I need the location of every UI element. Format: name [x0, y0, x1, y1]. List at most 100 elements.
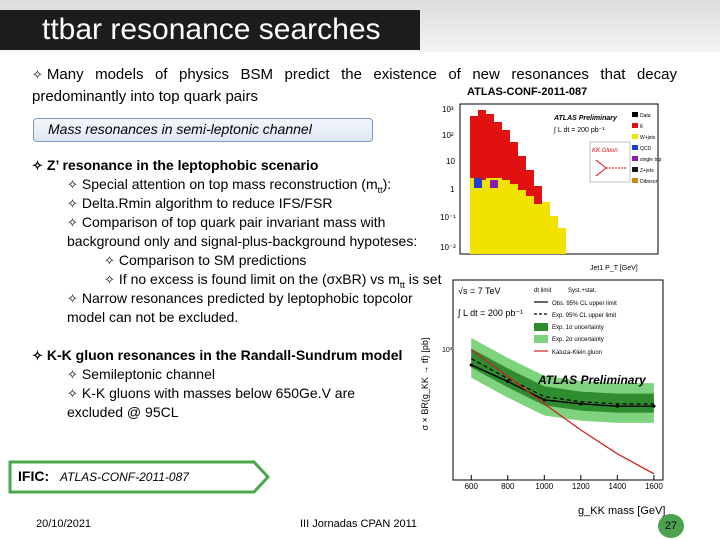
- legend-item: QCD: [640, 146, 652, 152]
- star-bullet-icon: ✧: [67, 386, 78, 401]
- observed-point: [506, 379, 510, 384]
- hist-bin: [542, 202, 550, 254]
- limit-lumi-label: ∫ L dt = 200 pb⁻¹: [457, 308, 523, 318]
- hist-bin-ttbar: [478, 110, 486, 180]
- hist-bin-ttbar: [470, 116, 478, 178]
- hist-bin: [526, 170, 534, 254]
- footer-date: 20/10/2021: [36, 518, 92, 530]
- legend-item: Obs. 95% CL upper limit: [552, 301, 617, 307]
- section-box-label: Mass resonances in semi-leptonic channel: [48, 121, 312, 137]
- legend-swatch-diboson: [632, 178, 638, 183]
- hist-bin-ttbar: [526, 170, 534, 196]
- hist-bin-qcd: [474, 178, 482, 188]
- section-box: Mass resonances in semi-leptonic channel: [33, 118, 373, 142]
- star-bullet-icon: ✧: [32, 348, 43, 363]
- zprime-item-text: Narrow resonances predicted by leptophob…: [67, 290, 413, 325]
- theory-line: [470, 349, 655, 475]
- star-bullet-icon: ✧: [67, 367, 78, 382]
- kk-item-text: Semileptonic channel: [81, 366, 215, 382]
- legend-item: Exp. 2σ uncertainty: [552, 337, 604, 343]
- star-bullet-icon: ✧: [32, 67, 43, 82]
- observed-point: [652, 404, 656, 408]
- kk-gluon-diagram: KK Gluon: [589, 141, 631, 183]
- x-tick-label: 1600: [645, 482, 663, 490]
- x-tick-label: 600: [465, 482, 479, 490]
- intro-text: ✧ Many models of physics BSM predict the …: [32, 64, 677, 108]
- y-tick: 10³: [442, 105, 454, 114]
- legend-item: Data: [640, 113, 651, 119]
- hist-bin-ttbar: [534, 186, 542, 204]
- zprime-heading-text: Z’ resonance in the leptophobic scenario: [46, 157, 319, 173]
- legend-item: Exp. 95% CL upper limit: [552, 313, 616, 319]
- limit-legend: Obs. 95% CL upper limit Exp. 95% CL uppe…: [534, 301, 617, 356]
- hist-bin: [550, 216, 558, 254]
- legend-swatch-zjets: [632, 167, 638, 172]
- limit-bands: [471, 337, 654, 423]
- kk-gluon-limit-plot: 600 800 1000 1200 1400 1600 √s = 7 TeV ∫ L dt…: [420, 279, 664, 490]
- y-tick: 10³: [442, 347, 453, 354]
- observed-point: [542, 398, 546, 402]
- legend-item: W+jets: [640, 135, 656, 141]
- hist-bin-ttbar: [502, 130, 510, 180]
- zprime-item-text: Comparison to SM predictions: [118, 252, 307, 268]
- hist-bin-ttbar: [510, 142, 518, 184]
- legend-swatch-wjets: [632, 134, 638, 139]
- hist-bin: [502, 130, 510, 254]
- y-tick: 10²: [442, 131, 454, 140]
- page-number: 27: [658, 514, 684, 538]
- slide-title: ttbar resonance searches: [42, 13, 381, 46]
- tt-subscript: tt: [377, 184, 383, 195]
- legend-title: ATLAS Preliminary: [553, 115, 618, 122]
- zprime-item-4: ✧ Narrow resonances predicted by leptopho…: [67, 289, 422, 327]
- star-bullet-icon: ✧: [104, 272, 115, 287]
- y-tick: 10⁻²: [440, 243, 456, 252]
- inset-label: KK Gluon: [592, 148, 618, 154]
- y-tick: 10⁻¹: [440, 213, 456, 222]
- limit-x-label: g_KK mass [GeV]: [578, 505, 666, 517]
- dlimit-label: dt limit: [534, 288, 552, 294]
- zprime-subitem-2: ✧ If no excess is found limit on the (σxB…: [104, 270, 441, 295]
- kk-heading-text: K-K gluon resonances in the Randall-Sund…: [46, 347, 403, 363]
- star-bullet-icon: ✧: [67, 215, 78, 230]
- ific-reference: ATLAS-CONF-2011-087: [60, 470, 189, 484]
- footer-event: III Jornadas CPAN 2011: [300, 518, 417, 530]
- zprime-item-text: Comparison of top quark pair invariant m…: [67, 214, 418, 249]
- legend-item: Kaluza-Klein gluon: [552, 350, 602, 356]
- zprime-item-tail: is set: [404, 271, 442, 287]
- ific-arrow-box: [8, 460, 270, 494]
- legend-item: Diboson: [640, 179, 659, 185]
- observed-limit-line: [470, 364, 654, 407]
- histogram-stack: [470, 110, 566, 254]
- histogram-y-ticks: 10³ 10² 10 1 10⁻¹ 10⁻²: [440, 105, 456, 252]
- hist-bin-ttbar: [494, 122, 502, 178]
- hist-bin-ttbar: [486, 114, 494, 178]
- legend-swatch-data: [632, 112, 638, 117]
- tt-subscript: tt: [399, 279, 405, 290]
- kk-item-1: ✧ Semileptonic channel: [67, 365, 215, 384]
- hist-bin: [558, 228, 566, 254]
- kk-heading: ✧ K-K gluon resonances in the Randall-Sun…: [32, 346, 402, 365]
- histogram-legend: ATLAS Preliminary ∫ L dt = 200 pb⁻¹ Data…: [553, 112, 662, 185]
- x-tick-label: 800: [501, 482, 515, 490]
- legend-swatch-1sigma: [534, 323, 548, 331]
- y-tick: 10: [446, 157, 455, 166]
- observed-point: [469, 363, 473, 367]
- inset-frame: [589, 141, 631, 183]
- zprime-item-text: Special attention on top mass reconstruc…: [81, 176, 378, 192]
- legend-item: Exp. 1σ uncertainty: [552, 325, 604, 331]
- zprime-item-3: ✧ Comparison of top quark pair invariant …: [67, 213, 442, 251]
- legend-item: single top: [640, 157, 662, 163]
- legend-swatch-ttbar: [632, 123, 638, 128]
- legend-swatch-qcd: [632, 145, 638, 150]
- one-sigma-band: [471, 348, 654, 413]
- zprime-item-text: If no excess is found limit on the (σxBR…: [118, 271, 400, 287]
- hist-bin: [518, 156, 526, 254]
- energy-label: √s = 7 TeV: [458, 286, 501, 296]
- arrow-shape-icon: [8, 460, 270, 494]
- star-bullet-icon: ✧: [32, 158, 43, 173]
- y-tick: 1: [450, 185, 455, 194]
- jet-pt-histogram: 10³ 10² 10 1 10⁻¹ 10⁻² ATLAS Preliminary…: [440, 103, 662, 272]
- title-background: [0, 10, 420, 50]
- intro-sentence: Many models of physics BSM predict the e…: [32, 66, 677, 105]
- legend-item: tt̄: [640, 123, 643, 130]
